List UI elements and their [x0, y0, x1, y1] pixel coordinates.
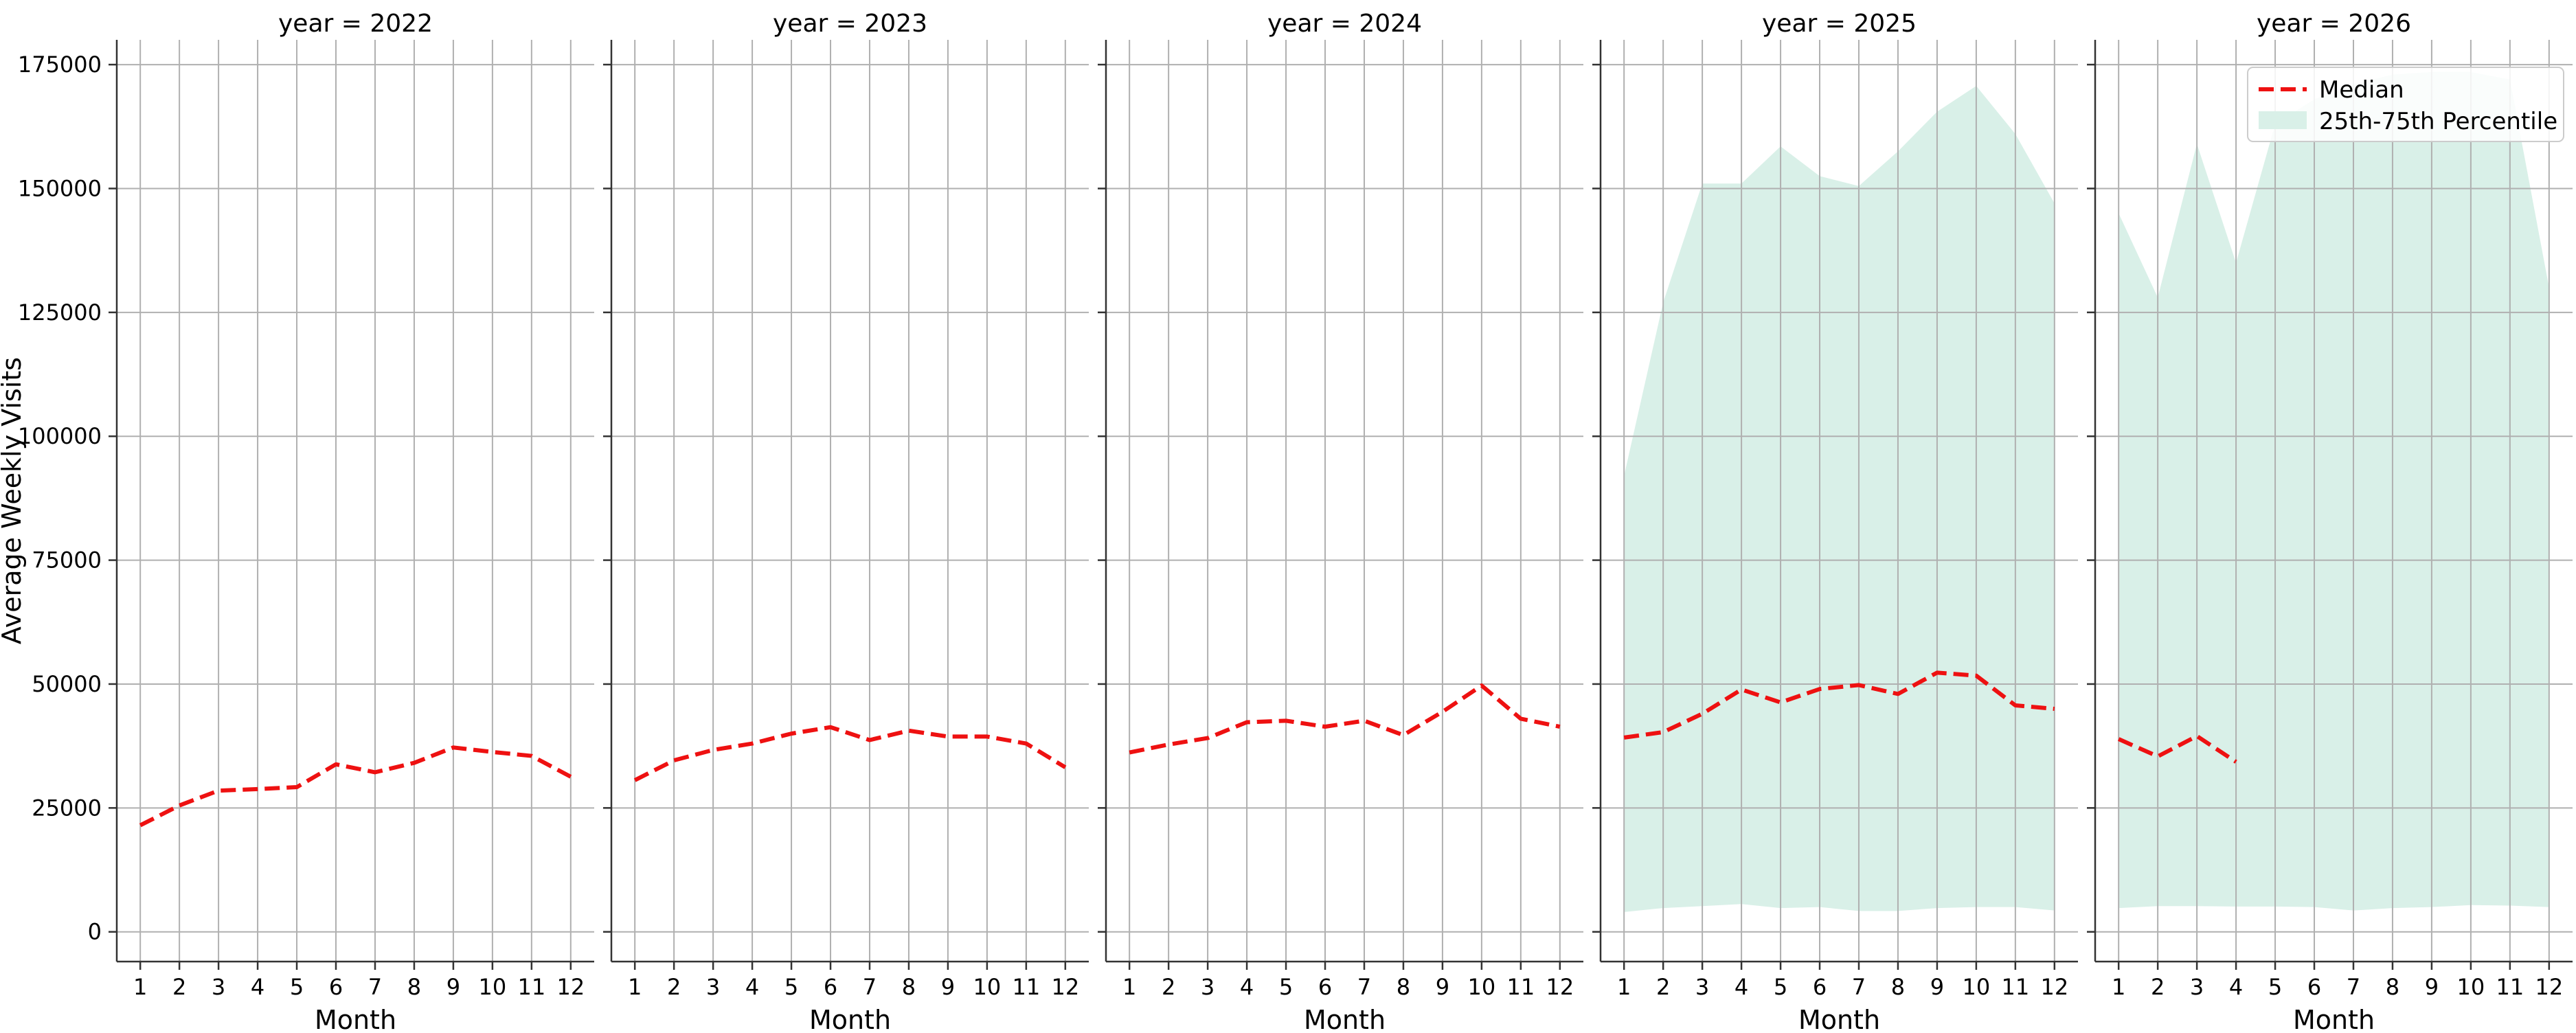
x-tick-label: 5: [1774, 974, 1787, 1000]
x-tick-label: 10: [973, 974, 1002, 1000]
legend-band-label: 25th-75th Percentile: [2319, 108, 2557, 135]
median-line-0: [140, 747, 571, 825]
y-axis-label: Average Weekly Visits: [0, 357, 27, 644]
x-tick-label: 7: [1852, 974, 1866, 1000]
x-tick-label: 11: [2496, 974, 2524, 1000]
x-tick-label: 8: [407, 974, 421, 1000]
y-tick-label: 100000: [18, 423, 102, 449]
x-tick-label: 6: [1813, 974, 1827, 1000]
panel-title: year = 2026: [2257, 10, 2411, 38]
x-tick-label: 10: [2457, 974, 2485, 1000]
x-tick-label: 4: [2229, 974, 2243, 1000]
x-tick-label: 12: [1051, 974, 1079, 1000]
x-tick-label: 3: [706, 974, 720, 1000]
y-tick-label: 175000: [18, 52, 102, 78]
y-tick-label: 125000: [18, 299, 102, 326]
x-tick-label: 2: [172, 974, 186, 1000]
x-tick-label: 1: [133, 974, 147, 1000]
x-tick-label: 7: [2347, 974, 2360, 1000]
x-tick-label: 4: [745, 974, 759, 1000]
x-tick-label: 2: [2151, 974, 2165, 1000]
x-tick-label: 6: [1318, 974, 1332, 1000]
x-tick-label: 2: [667, 974, 681, 1000]
x-tick-label: 9: [2425, 974, 2439, 1000]
x-tick-label: 10: [1963, 974, 1991, 1000]
panel-title: year = 2024: [1267, 10, 1422, 38]
x-tick-label: 7: [368, 974, 382, 1000]
x-tick-label: 6: [824, 974, 837, 1000]
x-tick-label: 12: [556, 974, 585, 1000]
x-tick-label: 11: [2001, 974, 2029, 1000]
x-axis-label: Month: [809, 1005, 891, 1030]
y-tick-label: 75000: [32, 547, 102, 574]
y-tick-label: 150000: [18, 175, 102, 201]
x-tick-label: 7: [863, 974, 877, 1000]
x-tick-label: 5: [784, 974, 798, 1000]
median-line-1: [635, 727, 1065, 780]
x-tick-label: 6: [329, 974, 343, 1000]
x-tick-label: 4: [1735, 974, 1748, 1000]
x-tick-label: 4: [1240, 974, 1254, 1000]
median-line-2: [1129, 685, 1560, 752]
x-tick-label: 8: [2386, 974, 2399, 1000]
x-tick-label: 5: [290, 974, 304, 1000]
x-tick-label: 5: [2268, 974, 2282, 1000]
legend-median-label: Median: [2319, 76, 2404, 104]
x-tick-label: 3: [1695, 974, 1709, 1000]
legend-band-swatch: [2259, 111, 2307, 129]
x-tick-label: 9: [1930, 974, 1944, 1000]
x-tick-label: 1: [628, 974, 642, 1000]
x-tick-label: 11: [1506, 974, 1535, 1000]
x-axis-label: Month: [1798, 1005, 1880, 1030]
x-tick-label: 1: [2112, 974, 2125, 1000]
x-tick-label: 9: [447, 974, 460, 1000]
y-tick-label: 50000: [32, 671, 102, 697]
x-tick-label: 3: [1201, 974, 1214, 1000]
panel-title: year = 2023: [773, 10, 927, 38]
panel-title: year = 2022: [278, 10, 433, 38]
x-tick-label: 12: [2040, 974, 2068, 1000]
x-axis-label: Month: [2293, 1005, 2375, 1030]
x-axis-label: Month: [315, 1005, 396, 1030]
x-tick-label: 10: [479, 974, 507, 1000]
x-tick-label: 8: [902, 974, 916, 1000]
percentile-band-3: [1624, 86, 2055, 912]
x-tick-label: 10: [1468, 974, 1496, 1000]
x-tick-label: 11: [517, 974, 545, 1000]
x-tick-label: 4: [251, 974, 264, 1000]
x-tick-label: 11: [1012, 974, 1040, 1000]
x-tick-label: 9: [1436, 974, 1449, 1000]
y-tick-label: 25000: [32, 795, 102, 821]
x-tick-label: 12: [2535, 974, 2563, 1000]
x-tick-label: 8: [1891, 974, 1905, 1000]
x-tick-label: 1: [1122, 974, 1136, 1000]
x-tick-label: 5: [1279, 974, 1293, 1000]
x-tick-label: 12: [1546, 974, 1574, 1000]
panel-title: year = 2025: [1762, 10, 1917, 38]
x-tick-label: 7: [1357, 974, 1371, 1000]
percentile-band-4: [2119, 72, 2549, 911]
x-tick-label: 3: [2190, 974, 2204, 1000]
x-axis-label: Month: [1304, 1005, 1386, 1030]
x-tick-label: 6: [2307, 974, 2321, 1000]
x-tick-label: 2: [1162, 974, 1175, 1000]
x-tick-label: 9: [941, 974, 955, 1000]
x-tick-label: 1: [1617, 974, 1631, 1000]
y-tick-label: 0: [88, 919, 102, 945]
x-tick-label: 3: [212, 974, 225, 1000]
x-tick-label: 8: [1397, 974, 1410, 1000]
x-tick-label: 2: [1656, 974, 1670, 1000]
